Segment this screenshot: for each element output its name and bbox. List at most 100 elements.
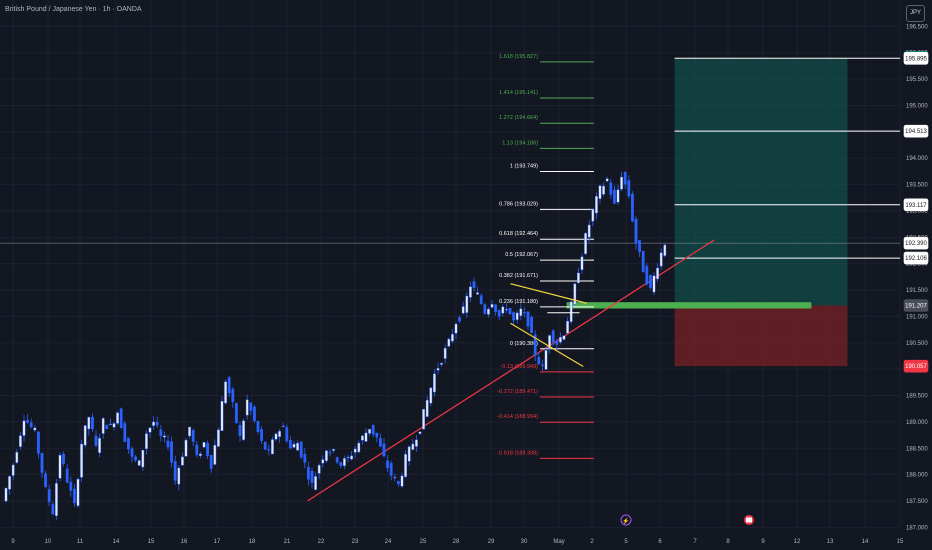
candle-body — [371, 424, 375, 435]
candle-body — [47, 489, 51, 503]
fib-level-label: 1.13 (194.186) — [502, 140, 538, 146]
candle-body — [11, 464, 15, 476]
candle-body — [101, 418, 105, 434]
candle-body — [652, 275, 656, 293]
candle-body — [108, 423, 112, 426]
fib-level-label: 1 (193.749) — [510, 163, 538, 169]
x-tick-label: 15 — [897, 539, 904, 545]
candle-body — [623, 171, 627, 185]
channel-lower-line — [510, 322, 584, 368]
y-tick-label: 193.000 — [906, 209, 928, 215]
candle-body — [343, 458, 346, 467]
candle-body — [65, 468, 69, 483]
x-tick-label: 16 — [181, 539, 188, 545]
candle-body — [559, 337, 562, 343]
candle-body — [19, 435, 22, 447]
candle-body — [609, 182, 613, 195]
candle-body — [587, 224, 591, 238]
price-badge-label: 195.895 — [905, 56, 927, 62]
candle-body — [389, 463, 393, 476]
y-tick-label: 187.000 — [906, 525, 928, 531]
candle-body — [634, 218, 638, 244]
candle-body — [375, 432, 379, 438]
candle-body — [317, 465, 321, 474]
price-badge-label: 191.207 — [905, 304, 927, 310]
y-tick-label: 193.500 — [906, 183, 928, 189]
candle-body — [105, 424, 109, 430]
y-tick-label: 192.000 — [906, 262, 928, 268]
y-tick-label: 188.000 — [906, 473, 928, 479]
candle-body — [591, 208, 595, 222]
candle-body — [433, 373, 436, 393]
candle-body — [188, 426, 191, 437]
y-tick-label: 191.000 — [906, 314, 928, 320]
candle-body — [123, 423, 127, 442]
candle-body — [285, 427, 289, 442]
candle-body — [321, 459, 325, 464]
x-tick-label: 7 — [693, 539, 697, 545]
candle-body — [198, 453, 202, 456]
candle-body — [368, 429, 371, 434]
fib-level-label: 1.272 (194.664) — [499, 115, 538, 121]
x-tick-label: 12 — [794, 539, 801, 545]
candle-body — [461, 306, 465, 314]
candle-body — [155, 422, 159, 426]
price-badge-label: 194.513 — [905, 129, 927, 135]
stop-zone — [674, 305, 848, 367]
currency-button[interactable]: JPY — [906, 5, 925, 22]
candle-body — [310, 471, 314, 483]
candle-body — [242, 420, 245, 441]
x-tick-label: 30 — [521, 539, 528, 545]
fib-level-label: 0.5 (192.067) — [505, 252, 538, 258]
candle-body — [220, 401, 224, 431]
candle-body — [638, 240, 642, 252]
candle-body — [530, 316, 534, 334]
candle-body — [418, 431, 422, 434]
candle-body — [224, 381, 227, 404]
candle-body — [497, 309, 501, 317]
candle-body — [119, 408, 123, 429]
price-badge — [903, 359, 929, 373]
candle-body — [4, 487, 8, 502]
fib-level-label: 1.618 (195.827) — [499, 54, 538, 60]
candle-body — [353, 448, 357, 453]
candle-body — [51, 504, 55, 515]
candle-body — [425, 399, 429, 417]
candle-body — [458, 317, 461, 322]
candle-body — [263, 441, 267, 450]
lightning-icon — [620, 514, 632, 526]
y-tick-label: 187.500 — [906, 499, 928, 505]
candle-body — [62, 453, 66, 464]
candle-body — [191, 429, 195, 442]
fib-level-label: -0.272 (189.471) — [497, 389, 538, 395]
candle-body — [659, 252, 663, 267]
candle-body — [490, 304, 494, 308]
x-tick-label: 22 — [318, 539, 325, 545]
candle-body — [512, 312, 516, 321]
candle-body — [627, 180, 631, 197]
fib-level-label: 1.414 (195.141) — [499, 90, 538, 96]
candle-body — [55, 483, 58, 517]
candle-body — [415, 439, 418, 447]
x-tick-label: 9 — [761, 539, 765, 545]
x-tick-label: 13 — [827, 539, 834, 545]
candle-body — [400, 475, 404, 487]
candle-body — [245, 399, 249, 416]
candle-body — [595, 196, 598, 214]
y-tick-label: 191.500 — [906, 288, 928, 294]
candle-body — [159, 429, 163, 436]
candle-body — [252, 406, 256, 422]
candle-body — [602, 185, 606, 195]
candle-body — [537, 356, 541, 365]
candle-body — [37, 431, 40, 454]
candle-body — [350, 455, 353, 460]
candle-body — [260, 429, 263, 441]
candle-body — [566, 321, 570, 334]
candle-body — [231, 389, 235, 403]
candle-body — [44, 473, 48, 488]
candle-body — [148, 427, 152, 433]
price-badge — [903, 51, 929, 65]
fib-level-label: -0.414 (188.994) — [497, 414, 538, 420]
